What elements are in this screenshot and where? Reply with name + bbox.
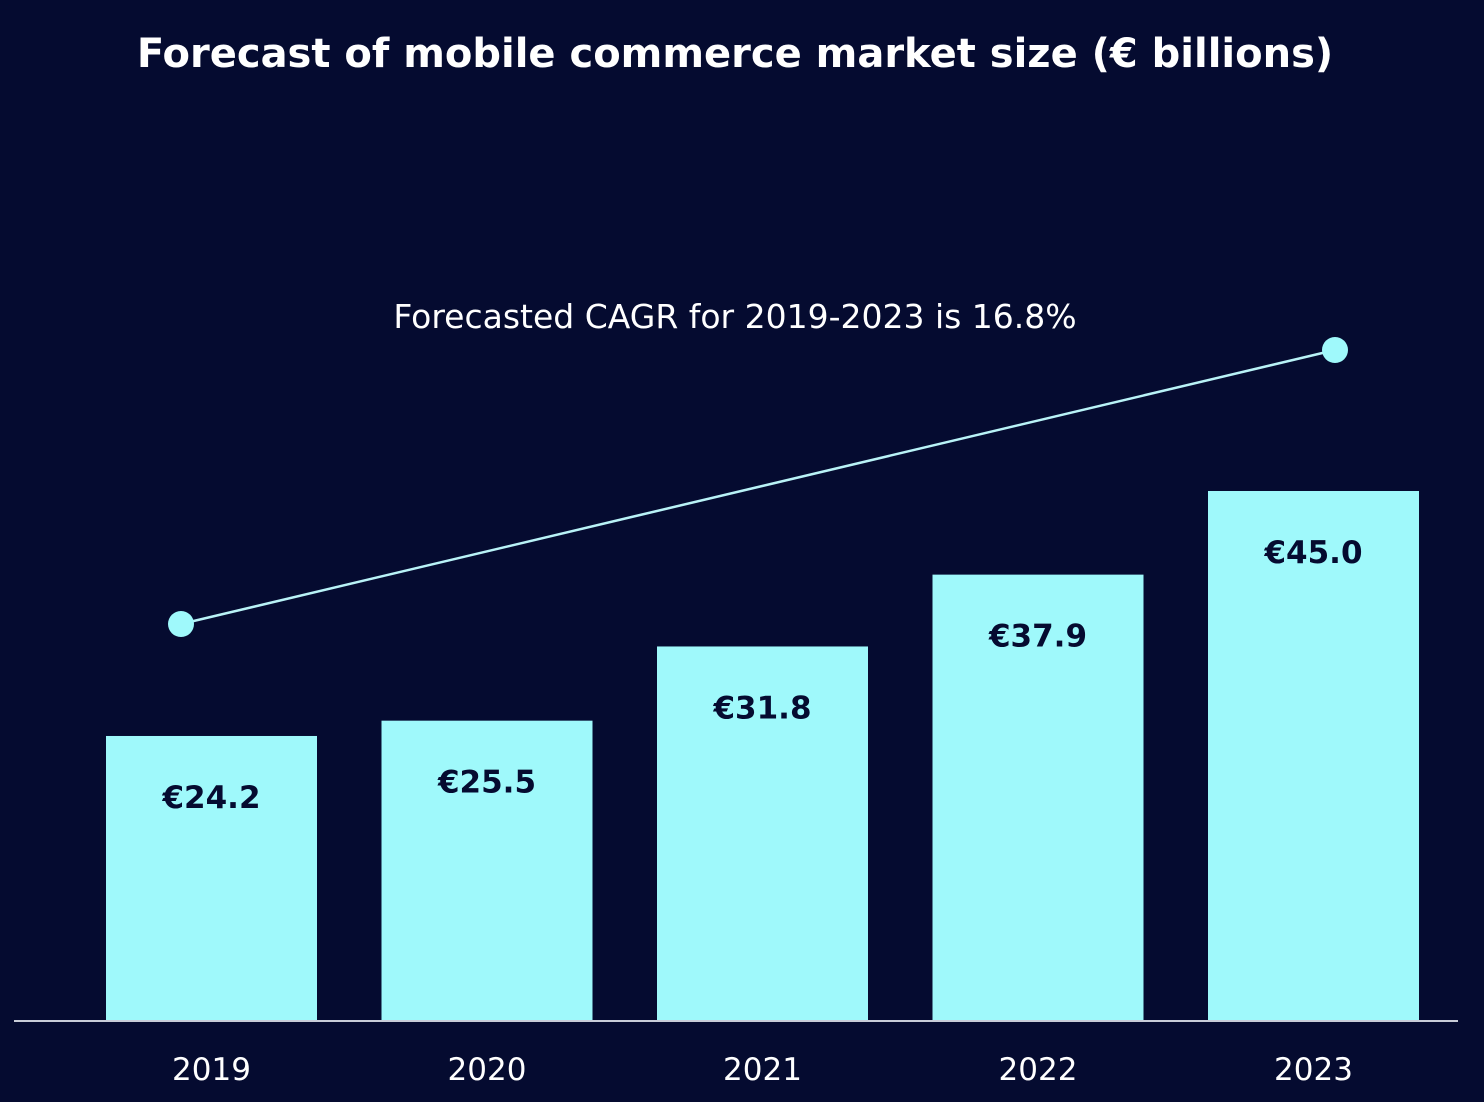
x-tick-2020: 2020 <box>448 1052 527 1088</box>
x-tick-2019: 2019 <box>172 1052 251 1088</box>
x-tick-2021: 2021 <box>723 1052 802 1088</box>
bar-label-2023: €45.0 <box>1263 535 1362 571</box>
trend-line <box>180 348 1336 626</box>
bar-label-2019: €24.2 <box>161 780 260 816</box>
bar-label-group: €24.2 €25.5 €31.8 €37.9 €45.0 <box>161 535 1362 816</box>
bar-2023 <box>1208 491 1419 1021</box>
bar-2019 <box>106 735 317 1021</box>
cagr-annotation: Forecasted CAGR for 2019-2023 is 16.8% <box>393 297 1076 336</box>
bar-2021 <box>657 646 868 1021</box>
x-axis-ticks: 2019 2020 2021 2022 2023 <box>172 1052 1353 1088</box>
bar-label-2020: €25.5 <box>437 765 536 801</box>
trend-point-start <box>168 611 194 637</box>
bar-group <box>106 491 1419 1021</box>
bar-2020 <box>381 720 593 1021</box>
x-tick-2023: 2023 <box>1274 1052 1353 1088</box>
trend-line-group <box>168 337 1348 637</box>
bar-label-2022: €37.9 <box>988 619 1087 655</box>
bar-2022 <box>932 574 1144 1021</box>
bar-label-2021: €31.8 <box>712 690 811 726</box>
trend-point-end <box>1322 337 1348 363</box>
chart-title: Forecast of mobile commerce market size … <box>137 31 1333 77</box>
x-tick-2022: 2022 <box>999 1052 1078 1088</box>
